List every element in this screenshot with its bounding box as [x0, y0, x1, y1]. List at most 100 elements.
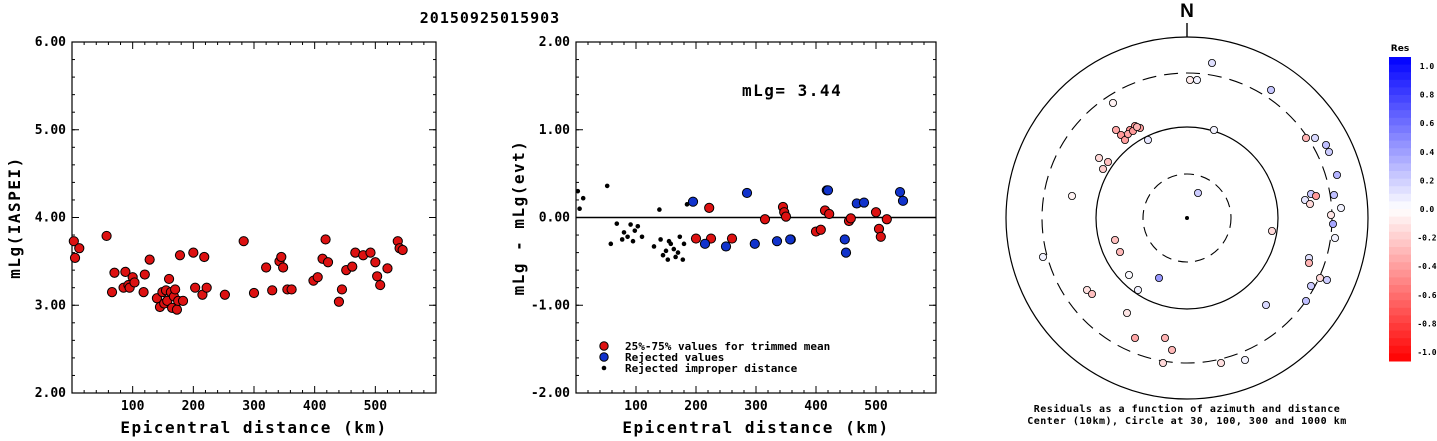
colorbar-tick-label: -0.4 [1417, 262, 1436, 271]
data-point [101, 230, 112, 242]
data-point [322, 257, 334, 268]
y-tick-label: 4.00 [35, 211, 66, 226]
residual-point [1155, 273, 1164, 282]
residual-point [1267, 86, 1276, 95]
residual-point [1125, 270, 1134, 279]
data-point [673, 254, 678, 260]
y-axis-label: mLg - mLg(evt) [509, 140, 528, 296]
colorbar-tick-label: 1.0 [1420, 62, 1435, 71]
colorbar-segment [1389, 262, 1411, 271]
data-point [704, 202, 715, 213]
data-point [632, 228, 638, 233]
x-tick-label: 200 [684, 399, 708, 414]
residual-point [1133, 123, 1142, 132]
colorbar-segment [1389, 201, 1411, 210]
x-tick-label: 300 [744, 399, 768, 414]
data-point [668, 241, 674, 247]
data-point [822, 185, 834, 196]
data-point [604, 183, 610, 189]
data-point [248, 287, 260, 299]
residual-point [1168, 345, 1177, 354]
colorbar-segment [1389, 209, 1411, 218]
residual-distance-plot: 100 200 300 400 500 -2.00 -1.00 0.00 1.00 2.00 Epi… [509, 35, 937, 437]
y-tick-label: -1.00 [531, 298, 570, 313]
legend-label: Rejected improper distance [625, 362, 798, 375]
data-point [684, 202, 690, 207]
colorbar-segment [1389, 338, 1411, 347]
data-point [580, 195, 586, 201]
caption-line-1: Residuals as a function of azimuth and d… [1034, 403, 1340, 415]
residual-point [1116, 247, 1125, 256]
data-point [658, 237, 663, 242]
data-point [278, 262, 289, 273]
residual-point [1337, 203, 1346, 212]
residual-point [1312, 191, 1321, 200]
residual-point [1311, 133, 1320, 142]
residual-point [1322, 140, 1331, 149]
residual-point [1210, 126, 1219, 135]
colorbar-segment [1389, 79, 1411, 88]
residual-point [1161, 333, 1170, 342]
residual-point [1144, 135, 1153, 144]
data-point [630, 238, 636, 244]
colorbar-segment [1389, 102, 1411, 111]
data-point [365, 247, 376, 258]
data-point [687, 196, 699, 207]
data-point [74, 243, 85, 254]
x-tick-label: 100 [121, 399, 145, 414]
colorbar-segment [1389, 163, 1411, 172]
data-point [894, 186, 906, 198]
colorbar-tick-label: 0.0 [1420, 205, 1435, 214]
data-point [170, 284, 181, 295]
north-label: N [1180, 1, 1194, 22]
residual-point [1193, 76, 1202, 85]
data-point [681, 241, 687, 247]
residual-point [1186, 76, 1195, 85]
data-point [759, 214, 771, 225]
azimuth-residual-plot: N Residuals as a function of azimuth and … [1005, 1, 1437, 427]
legend-label: Rejected values [625, 351, 724, 364]
colorbar-segment [1389, 239, 1411, 248]
data-point [614, 221, 620, 226]
mlg-distance-plot: 100 200 300 400 500 2.00 3.00 4.00 5.00 6.00 Epice… [5, 35, 437, 437]
residual-point [1217, 358, 1226, 367]
data-point [372, 271, 383, 282]
data-point [129, 277, 140, 288]
residual-point [1331, 233, 1340, 242]
residual-point [1208, 59, 1217, 68]
colorbar-tick-label: 0.4 [1420, 148, 1435, 157]
data-point [628, 222, 633, 227]
residual-point [1306, 199, 1315, 208]
colorbar-segment [1389, 155, 1411, 164]
data-point [144, 254, 155, 265]
residual-point [1330, 190, 1339, 199]
data-point [858, 197, 870, 208]
data-point [199, 251, 210, 263]
data-point [665, 257, 671, 262]
data-point [238, 236, 249, 247]
residual-point [1095, 153, 1104, 162]
colorbar-segment [1389, 186, 1411, 195]
colorbar-segment [1389, 133, 1411, 142]
data-point [870, 207, 882, 218]
residual-point [1068, 191, 1077, 200]
data-point [657, 207, 662, 212]
residual-point [1327, 210, 1336, 219]
colorbar-tick-label: 0.8 [1420, 91, 1435, 100]
residual-point [1268, 226, 1277, 235]
caption-line-2: Center (10km), Circle at 30, 100, 300 an… [1027, 415, 1347, 427]
data-point [190, 282, 201, 293]
colorbar-segment [1389, 64, 1411, 73]
residual-point [1159, 358, 1168, 367]
residual-point [1325, 147, 1334, 156]
colorbar-segment [1389, 231, 1411, 240]
x-tick-label: 500 [364, 399, 388, 414]
data-point [625, 234, 630, 240]
legend-marker [599, 341, 609, 351]
figure-title: 20150925015903 [420, 9, 560, 27]
colorbar-segment [1389, 315, 1411, 324]
data-point [312, 272, 323, 283]
colorbar-segment [1389, 95, 1411, 104]
colorbar-segment [1389, 300, 1411, 309]
